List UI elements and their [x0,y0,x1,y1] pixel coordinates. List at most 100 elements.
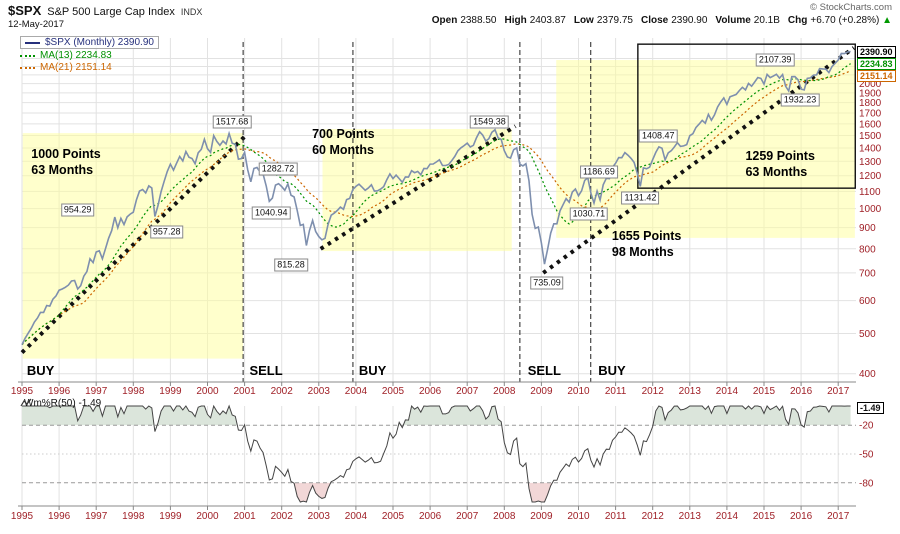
chart-legend: $SPX (Monthly) 2390.90 MA(13) 2234.83 MA… [20,36,159,74]
x-axis-year-label: 2013 [679,511,702,522]
quote-value-open: 2388.50 [460,15,497,26]
wmr-overbought-area [22,406,851,426]
legend-row-spx: $SPX (Monthly) 2390.90 [20,36,159,49]
price-chart-svg: 1995 1996 1997 1998 1999 2000 2001 2002 2003 2004… [11,38,882,396]
x-axis-year-label: 2001 [233,386,256,396]
x-axis-year-label: 1997 [85,386,108,396]
x-axis-year-label: 2008 [493,511,516,522]
y-axis-price-label: 600 [859,296,876,307]
x-axis-year-label: 2016 [790,386,813,396]
x-axis-year-label: 2003 [308,511,331,522]
x-axis-year-label: 2000 [196,511,219,522]
legend-ma13-label: MA(13) 2234.83 [40,50,112,61]
chart-header: $SPX S&P 500 Large Cap Index INDX 12-May… [0,0,900,34]
ma21-line [21,69,851,346]
x-axis-year-label: 2017 [827,511,850,522]
legend-ma21-label: MA(21) 2151.14 [40,62,112,73]
price-panel: 1995 1996 1997 1998 1999 2000 2001 2002 2003 2004… [0,34,900,396]
quote-label-open: Open [431,15,458,26]
x-axis-year-label: 2005 [382,386,405,396]
x-axis-year-label: 1999 [159,511,182,522]
y-axis-price-label: 2300 [859,54,882,65]
y-axis-price-label: 700 [859,268,876,279]
x-axis-year-label: 2013 [679,386,702,396]
legend-row-ma13: MA(13) 2234.83 [20,50,159,61]
quote-label-high: High [504,15,527,26]
current-trend-box [637,43,856,189]
dotted-trendline [20,135,246,354]
x-axis-year-label: 2011 [605,386,627,396]
x-axis-year-label: 2014 [716,511,739,522]
x-axis-year-label: 2004 [345,386,368,396]
x-axis-year-label: 2014 [716,386,739,396]
y-axis-wmr-label: -50 [859,450,874,461]
x-axis-year-label: 2008 [493,386,516,396]
quote-value-volume: 20.1B [753,15,780,26]
wmr-line [22,404,851,503]
legend-wmr-label: Wm%R(50) -1.49 [24,398,102,409]
x-axis-year-label: 2007 [456,511,479,522]
y-axis-price-label: 1400 [859,143,882,154]
quote-value-high: 2403.87 [529,15,566,26]
x-axis-year-label: 2010 [567,511,590,522]
x-axis-year-label: 2001 [233,511,256,522]
quote-value-low: 2379.75 [596,15,633,26]
y-axis-price-label: 1500 [859,131,882,142]
spx-price-line [21,50,851,346]
x-axis-year-label: 1996 [48,386,71,396]
header-left: $SPX S&P 500 Large Cap Index INDX 12-May… [8,3,202,30]
y-axis-price-label: 1100 [859,187,881,198]
ma13-line [21,63,851,346]
quote-value-close: 2390.90 [671,15,708,26]
wmr-oversold-area [293,482,553,502]
y-axis-wmr-label: -20 [859,421,874,432]
x-axis-year-label: 2000 [196,386,219,396]
wmr-chart-svg: 1995 1996 1997 1998 1999 2000 2001 2002 2003 2004… [11,404,874,522]
header-right: © StockCharts.com Open 2388.50 High 2403.87… [424,2,892,26]
x-axis-year-label: 2015 [753,511,776,522]
x-axis-year-label: 2006 [419,386,442,396]
bull-market-highlight-zone [556,60,855,238]
x-axis-year-label: 2002 [271,386,294,396]
ma13-line-swatch [20,54,35,57]
y-axis-price-label: 900 [859,223,876,234]
x-axis-year-label: 1998 [122,386,145,396]
quote-label-chg: Chg [787,15,808,26]
x-axis-year-label: 2003 [308,386,331,396]
quote-row: Open 2388.50 High 2403.87 Low 2379.75 Close 239… [424,15,892,26]
quote-label-volume: Volume [715,15,751,26]
y-axis-price-label: 1000 [859,204,882,215]
x-axis-year-label: 1998 [122,511,145,522]
x-axis-year-label: 2012 [642,511,665,522]
x-axis-year-label: 1996 [48,511,71,522]
x-axis-year-label: 2009 [530,386,553,396]
x-axis-year-label: 2012 [642,386,665,396]
x-axis-year-label: 1995 [11,511,34,522]
wmr-panel: 1995 1996 1997 1998 1999 2000 2001 2002 2003 2004… [0,396,900,534]
title-row: $SPX S&P 500 Large Cap Index INDX [8,3,202,18]
x-axis-year-label: 2015 [753,386,776,396]
y-axis-price-label: 1800 [859,98,882,109]
x-axis-year-label: 2011 [605,511,627,522]
symbol: $SPX [8,3,42,18]
y-axis-price-label: 1900 [859,88,882,99]
ma21-line-swatch [20,66,35,69]
chart-date: 12-May-2017 [8,19,64,30]
x-axis-year-label: 1997 [85,511,108,522]
copyright-link[interactable]: © StockCharts.com [810,2,892,13]
x-axis-year-label: 2017 [827,386,850,396]
x-axis-year-label: 2005 [382,511,405,522]
y-axis-price-label: 1300 [859,157,882,168]
y-axis-price-label: 500 [859,329,876,340]
y-axis-price-label: 400 [859,369,876,380]
x-axis-year-label: 2009 [530,511,553,522]
spx-line-swatch [25,41,40,44]
legend-spx-label: $SPX (Monthly) 2390.90 [45,37,154,48]
x-axis-year-label: 2016 [790,511,813,522]
quote-label-low: Low [573,15,594,26]
y-axis-price-label: 800 [859,244,876,255]
legend-row-ma21: MA(21) 2151.14 [20,62,159,73]
y-axis-price-label: 1600 [859,119,882,130]
x-axis-year-label: 2006 [419,511,442,522]
